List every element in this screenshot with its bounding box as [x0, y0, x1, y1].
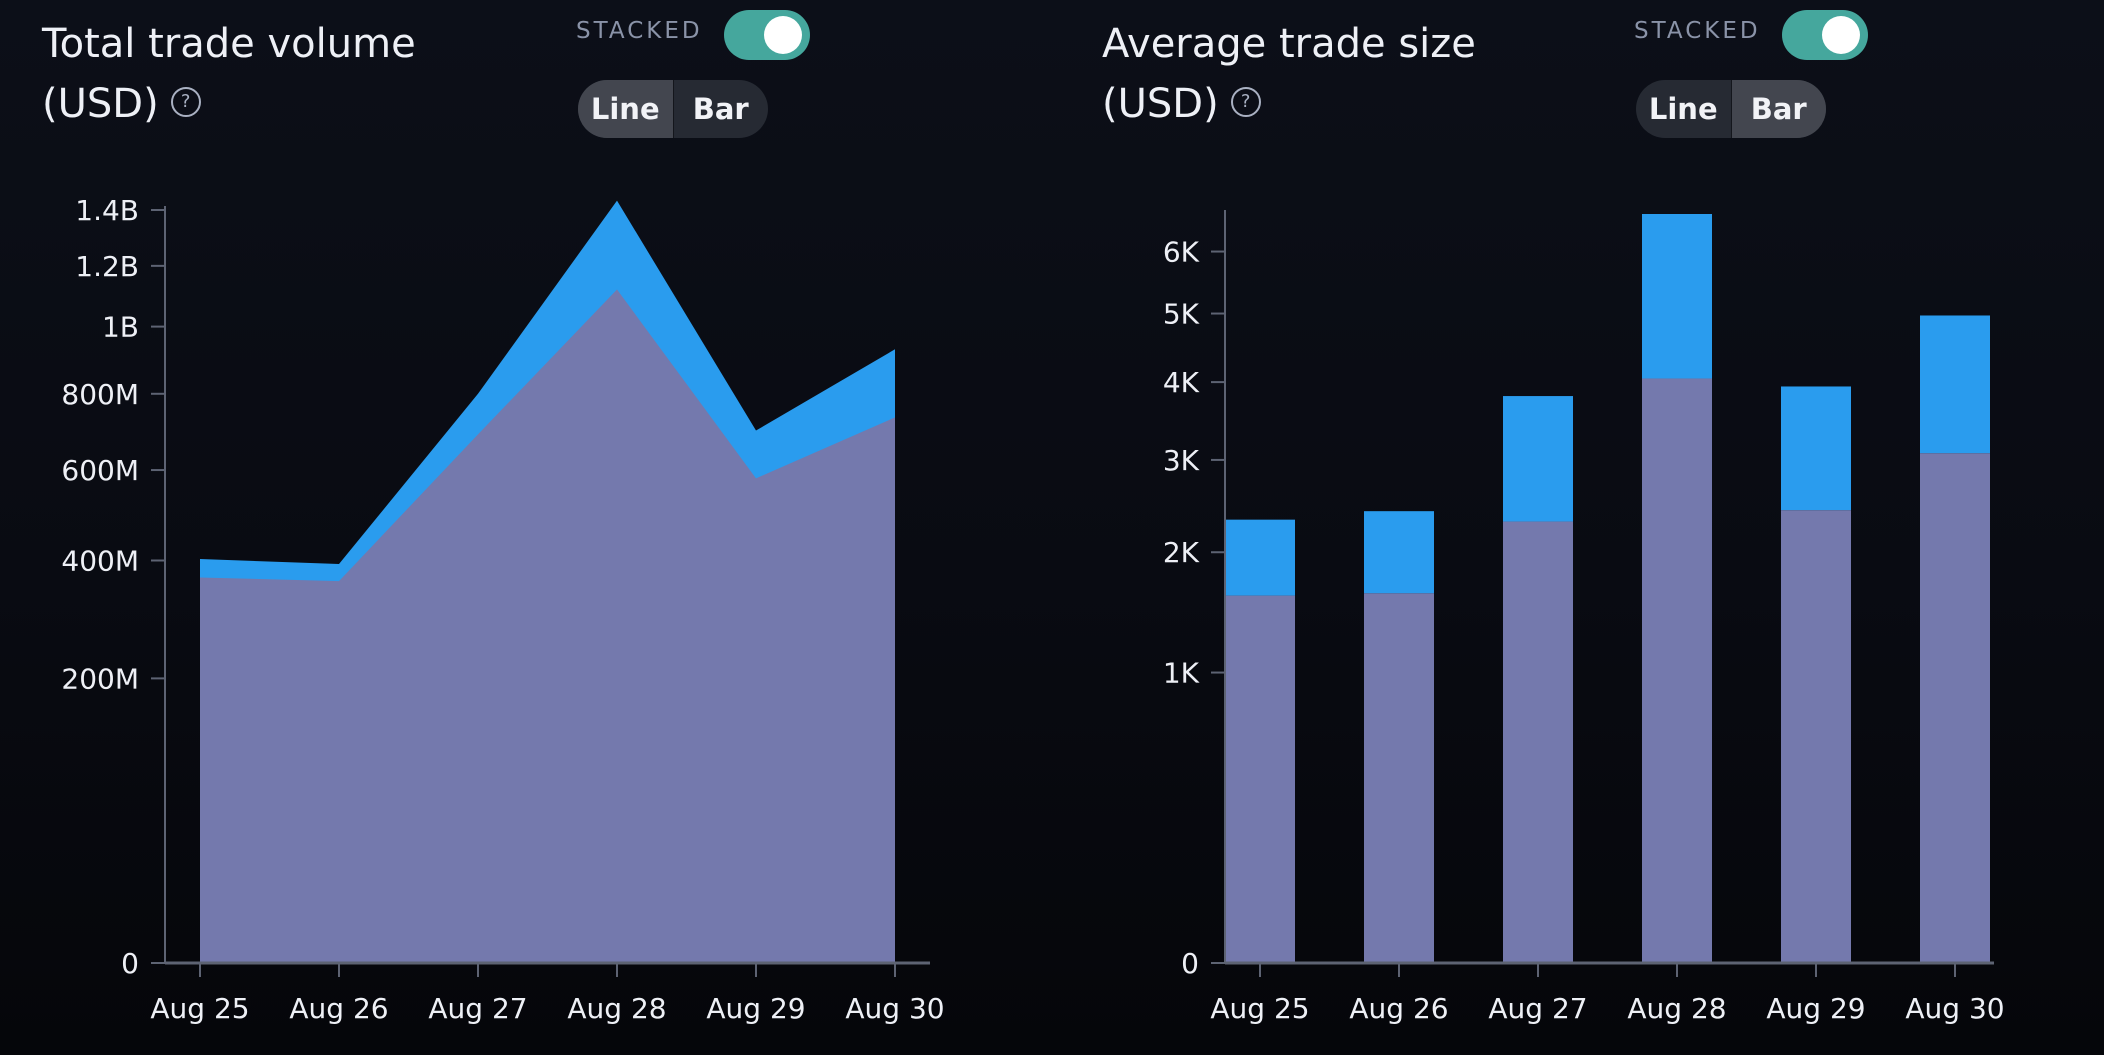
y-tick-label: 5K — [1163, 298, 1200, 331]
question-mark-circle-icon[interactable]: ? — [1230, 87, 1261, 117]
bar-upper-segment — [1364, 511, 1434, 594]
y-tick-label: 600M — [61, 454, 139, 487]
toggle-knob — [1822, 16, 1860, 54]
bar-upper-segment — [1503, 396, 1573, 522]
total-trade-volume-panel: Total trade volume (USD)? STACKED Line B… — [42, 10, 945, 1025]
bar-upper-segment — [1642, 214, 1712, 379]
bar-lower-segment — [1781, 510, 1851, 963]
x-tick-label: Aug 30 — [845, 992, 944, 1025]
bar-lower-segment — [1364, 593, 1434, 963]
bar-lower-segment — [1920, 453, 1990, 963]
bar-lower-segment — [1642, 378, 1712, 963]
x-tick-label: Aug 28 — [1627, 992, 1726, 1025]
y-tick-label: 1K — [1163, 657, 1200, 690]
view-switch: Line Bar — [578, 80, 768, 138]
chart-title-line1: Total trade volume — [42, 21, 416, 67]
size-chart: 0 1K 2K 3K 4K 5K 6K Aug 25 Aug 26 Aug 27 Aug 28 Aug… — [1163, 210, 2005, 1025]
view-switch: Line Bar — [1636, 80, 1826, 138]
x-tick-label: Aug 26 — [1349, 992, 1448, 1025]
chart-title: Total trade volume (USD)? — [42, 14, 482, 134]
toggle-knob — [764, 16, 802, 54]
x-tick-label: Aug 25 — [1210, 992, 1309, 1025]
y-tick-label: 0 — [121, 947, 139, 980]
line-view-button[interactable]: Line — [1636, 80, 1732, 138]
line-view-button[interactable]: Line — [578, 80, 674, 138]
x-tick-label: Aug 27 — [1488, 992, 1587, 1025]
bar-view-button[interactable]: Bar — [1731, 80, 1826, 138]
bar-lower-segment — [1225, 595, 1295, 963]
stacked-label: STACKED — [1634, 18, 1761, 44]
area-series-lower — [200, 289, 895, 963]
stacked-toggle[interactable] — [724, 10, 810, 60]
chart-title: Average trade size (USD)? — [1102, 14, 1542, 134]
average-trade-size-panel: Average trade size (USD)? STACKED Line B… — [1060, 0, 2104, 1055]
bar-lower-segment — [1503, 521, 1573, 963]
y-tick-label: 0 — [1181, 947, 1199, 980]
x-tick-label: Aug 27 — [428, 992, 527, 1025]
bar-upper-segment — [1225, 519, 1295, 596]
x-tick-label: Aug 28 — [567, 992, 666, 1025]
question-mark-circle-icon[interactable]: ? — [170, 87, 201, 117]
x-tick-label: Aug 30 — [1905, 992, 2004, 1025]
y-tick-label: 400M — [61, 545, 139, 578]
x-tick-label: Aug 29 — [706, 992, 805, 1025]
volume-chart: 0 200M 400M 600M 800M 1B 1.2B 1.4B Aug 25 Aug 26 A… — [61, 194, 944, 1025]
stacked-label: STACKED — [576, 18, 703, 44]
y-tick-label: 3K — [1163, 444, 1200, 477]
bar-upper-segment — [1920, 315, 1990, 454]
bar-view-button[interactable]: Bar — [692, 92, 749, 126]
y-tick-label: 4K — [1163, 366, 1200, 399]
chart-title-line2: (USD) — [42, 81, 159, 127]
x-tick-label: Aug 29 — [1766, 992, 1865, 1025]
chart-title-line1: Average trade size — [1102, 21, 1476, 67]
y-tick-label: 1.4B — [75, 194, 139, 227]
x-tick-label: Aug 26 — [289, 992, 388, 1025]
chart-title-line2: (USD) — [1102, 81, 1219, 127]
y-tick-label: 800M — [61, 378, 139, 411]
y-tick-label: 200M — [61, 662, 139, 695]
x-tick-label: Aug 25 — [150, 992, 249, 1025]
bar-upper-segment — [1781, 386, 1851, 511]
y-tick-label: 1.2B — [75, 250, 139, 283]
y-tick-label: 1B — [102, 311, 139, 344]
y-tick-label: 6K — [1163, 236, 1200, 269]
stacked-toggle[interactable] — [1782, 10, 1868, 60]
y-tick-label: 2K — [1163, 536, 1200, 569]
